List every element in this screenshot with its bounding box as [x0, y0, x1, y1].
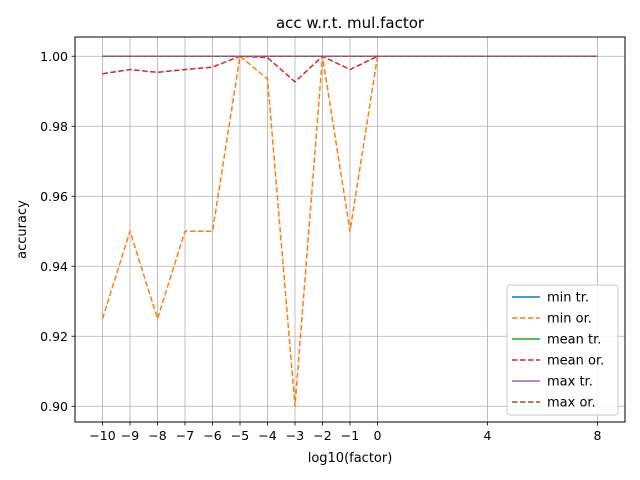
- y-tick-label: 0.90: [40, 399, 68, 414]
- chart-title: acc w.r.t. mul.factor: [276, 14, 425, 32]
- x-axis-label: log10(factor): [308, 451, 393, 466]
- y-tick-label: 1.00: [40, 49, 68, 64]
- y-tick-label: 0.92: [40, 329, 68, 344]
- y-tick-label: 0.98: [40, 119, 68, 134]
- legend: min tr. min or. mean tr. mean or. max tr. max…: [506, 284, 619, 416]
- legend-label: max or.: [547, 396, 596, 411]
- x-tick-label: −6: [203, 428, 221, 443]
- legend-label: min or.: [547, 312, 592, 327]
- legend-label: mean or.: [547, 354, 604, 369]
- x-tick-label: 4: [484, 428, 492, 443]
- x-axis-ticks: −10 −9 −8 −7 −6 −5 −4 −3 −2 −1 0 4 8: [89, 422, 602, 443]
- x-tick-label: −4: [258, 428, 276, 443]
- legend-label: min tr.: [547, 291, 589, 306]
- x-tick-label: −8: [148, 428, 166, 443]
- legend-label: max tr.: [547, 375, 593, 390]
- y-tick-label: 0.96: [40, 189, 68, 204]
- y-axis-ticks: 0.90 0.92 0.94 0.96 0.98 1.00: [40, 49, 75, 414]
- x-tick-label: −7: [176, 428, 194, 443]
- legend-label: mean tr.: [547, 333, 601, 348]
- x-tick-label: −2: [313, 428, 331, 443]
- x-tick-label: −10: [89, 428, 115, 443]
- x-tick-label: −5: [231, 428, 249, 443]
- series-lines: [101, 55, 598, 407]
- y-axis-label: accuracy: [15, 200, 30, 259]
- x-tick-label: −1: [341, 428, 359, 443]
- y-tick-label: 0.94: [40, 259, 68, 274]
- x-tick-label: 8: [594, 428, 602, 443]
- x-tick-label: −9: [121, 428, 139, 443]
- x-tick-label: −3: [286, 428, 304, 443]
- legend-box: [506, 284, 619, 416]
- x-tick-label: 0: [374, 428, 382, 443]
